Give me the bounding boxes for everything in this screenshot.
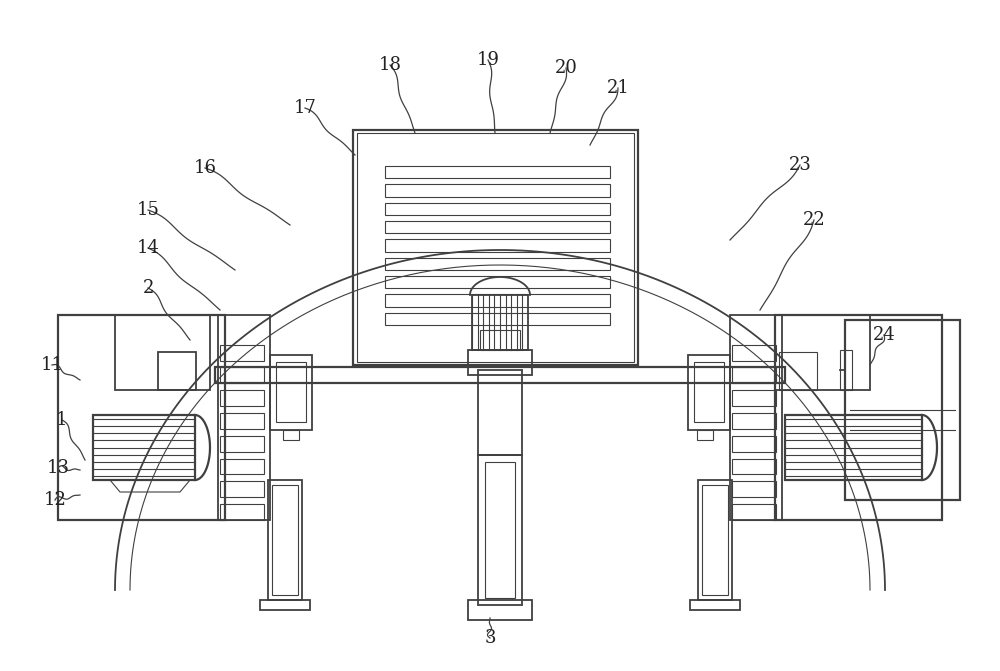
Text: 21: 21 bbox=[607, 79, 629, 97]
Bar bbox=[220, 413, 264, 429]
Bar bbox=[270, 355, 312, 430]
Bar bbox=[353, 130, 638, 365]
Bar bbox=[385, 295, 610, 307]
Bar bbox=[732, 368, 776, 383]
Text: 22: 22 bbox=[803, 211, 825, 229]
Bar bbox=[158, 352, 196, 390]
Text: 13: 13 bbox=[46, 459, 70, 477]
Text: 20: 20 bbox=[555, 59, 577, 77]
Bar bbox=[385, 203, 610, 215]
Text: 2: 2 bbox=[142, 279, 154, 297]
Bar bbox=[845, 320, 960, 500]
Text: 23: 23 bbox=[789, 156, 811, 174]
Bar bbox=[702, 485, 728, 595]
Bar bbox=[115, 315, 210, 390]
Bar bbox=[468, 600, 532, 620]
Bar bbox=[220, 345, 264, 360]
Bar bbox=[385, 258, 610, 270]
Bar bbox=[732, 458, 776, 474]
Bar bbox=[220, 368, 264, 383]
Bar bbox=[775, 315, 870, 390]
Bar bbox=[272, 485, 298, 595]
Bar bbox=[730, 315, 782, 520]
Bar bbox=[698, 480, 732, 600]
Bar bbox=[385, 221, 610, 234]
Text: 1: 1 bbox=[56, 411, 68, 429]
Bar bbox=[385, 166, 610, 178]
Bar bbox=[220, 435, 264, 452]
Bar bbox=[785, 415, 922, 480]
Bar bbox=[93, 415, 195, 480]
Bar bbox=[385, 185, 610, 197]
Bar bbox=[732, 504, 776, 520]
Bar bbox=[385, 313, 610, 325]
Bar bbox=[840, 350, 852, 390]
Bar bbox=[732, 413, 776, 429]
Bar bbox=[268, 480, 302, 600]
Text: 11: 11 bbox=[40, 356, 64, 374]
Bar bbox=[58, 315, 225, 520]
Bar bbox=[220, 390, 264, 406]
Bar bbox=[697, 430, 713, 440]
Text: 18: 18 bbox=[378, 56, 402, 74]
Bar bbox=[385, 240, 610, 252]
Bar bbox=[732, 345, 776, 360]
Bar bbox=[220, 481, 264, 497]
Bar bbox=[260, 600, 310, 610]
Bar bbox=[732, 481, 776, 497]
Bar bbox=[276, 362, 306, 422]
Bar bbox=[478, 455, 522, 605]
Text: 14: 14 bbox=[137, 239, 159, 257]
Bar bbox=[485, 462, 515, 598]
Bar bbox=[688, 355, 730, 430]
Bar bbox=[779, 352, 817, 390]
Text: 19: 19 bbox=[477, 51, 500, 69]
Text: 15: 15 bbox=[137, 201, 159, 219]
Bar bbox=[220, 504, 264, 520]
Bar bbox=[385, 276, 610, 289]
Bar bbox=[468, 350, 532, 375]
Bar bbox=[480, 330, 520, 350]
Text: 16: 16 bbox=[194, 159, 216, 177]
Bar bbox=[220, 458, 264, 474]
Bar bbox=[283, 430, 299, 440]
Bar bbox=[357, 133, 634, 362]
Bar bbox=[775, 315, 942, 520]
Text: 24: 24 bbox=[873, 326, 895, 344]
Bar bbox=[215, 367, 785, 383]
Text: 12: 12 bbox=[44, 491, 66, 509]
Text: 3: 3 bbox=[484, 629, 496, 647]
Text: 17: 17 bbox=[294, 99, 316, 117]
Bar bbox=[472, 295, 528, 350]
Bar bbox=[218, 315, 270, 520]
Bar bbox=[478, 370, 522, 455]
Bar bbox=[732, 390, 776, 406]
Bar bbox=[694, 362, 724, 422]
Bar bbox=[732, 435, 776, 452]
Bar bbox=[690, 600, 740, 610]
